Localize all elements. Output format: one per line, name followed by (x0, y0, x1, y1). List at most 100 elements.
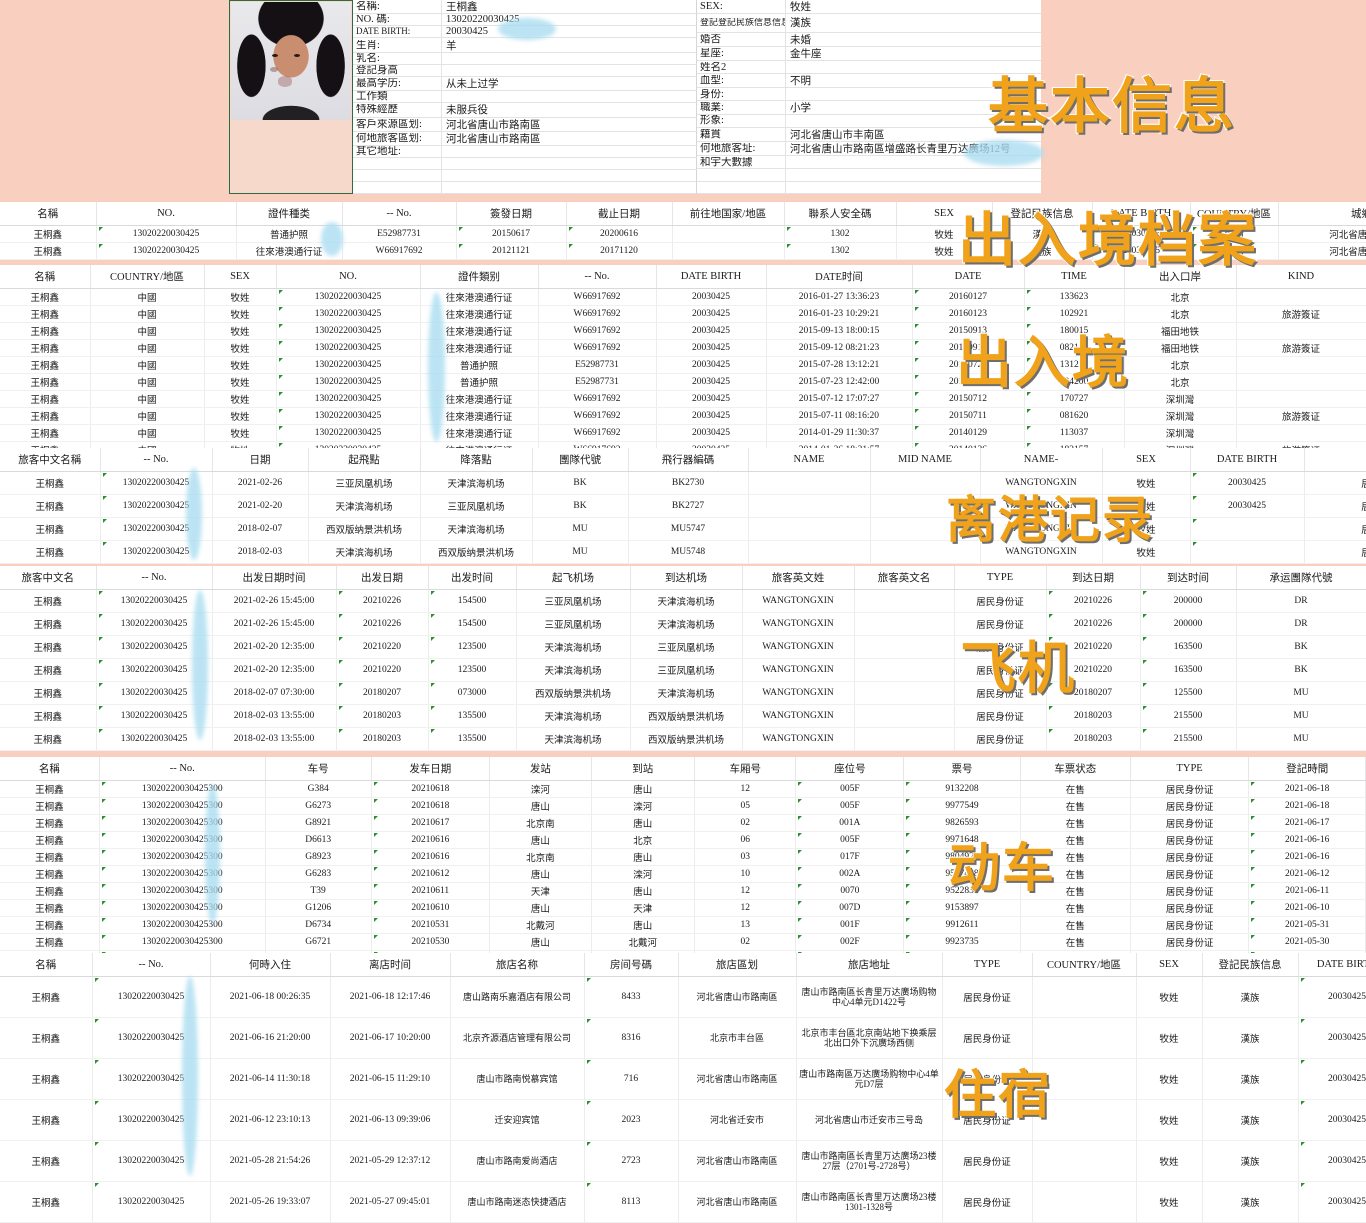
table-row[interactable]: 王桐鑫 13020220030425300 D6613 20210616 唐山 北京 06 0… (0, 831, 1366, 849)
column-header[interactable]: NAME (748, 448, 871, 472)
table-row[interactable]: 王桐鑫 13020220030425300 G1206 20210610 唐山 天津 12 0… (0, 899, 1366, 917)
column-header[interactable]: TYPE (1130, 757, 1250, 781)
column-header[interactable]: 名稱 (0, 953, 93, 977)
table-row[interactable]: 王桐鑫 13020220030425 2018-02-07 07:30:00 2018… (0, 681, 1366, 705)
column-header[interactable]: DATE BIRTH (656, 265, 767, 289)
column-header[interactable]: SEX (204, 265, 277, 289)
column-header[interactable]: 名稱 (0, 202, 97, 226)
column-header[interactable]: 离店时间 (330, 953, 451, 977)
column-header[interactable]: 旅客中文名 (0, 566, 97, 590)
column-header[interactable]: 證件類别 (420, 265, 539, 289)
table-row[interactable]: 王桐鑫 中國 牧姓 13020220030425 普通护照 E52987731 200304… (0, 373, 1366, 391)
column-header[interactable]: -- No. (99, 757, 266, 781)
table-row[interactable]: 王桐鑫 13020220030425 2021-05-26 19:33:07 2021… (0, 1181, 1366, 1223)
column-header[interactable]: MID NAME (870, 448, 981, 472)
column-header[interactable]: DATE BIRTH (1092, 202, 1191, 226)
table-row[interactable]: 王桐鑫 13020220030425300 G6283 20210612 唐山 滦河 10 0… (0, 865, 1366, 883)
column-header[interactable]: 截止日期 (566, 202, 673, 226)
column-header[interactable]: 车厢号 (694, 757, 797, 781)
column-header[interactable]: DATE时间 (766, 265, 913, 289)
table-row[interactable]: 王桐鑫 13020220030425300 G8923 20210616 北京南 唐山 03… (0, 848, 1366, 866)
table-row[interactable]: 王桐鑫 13020220030425300 G6273 20210618 唐山 滦河 05 0… (0, 797, 1366, 815)
column-header[interactable]: 出发时间 (428, 566, 517, 590)
column-header[interactable]: SEX (1136, 953, 1203, 977)
column-header[interactable]: -- No. (342, 202, 457, 226)
column-header[interactable]: 名稱 (0, 265, 91, 289)
column-header[interactable]: 车票状态 (1020, 757, 1131, 781)
table-row[interactable]: 王桐鑫 13020220030425 普通护照 E52987731 20150617 20… (0, 225, 1366, 243)
column-header[interactable]: COUNTRY/地區 (1032, 953, 1137, 977)
column-header[interactable]: NAME- (980, 448, 1103, 472)
table-row[interactable]: 王桐鑫 13020220030425 2021-06-14 11:30:18 2021… (0, 1058, 1366, 1100)
column-header[interactable]: 承运團隊代號 (1236, 566, 1366, 590)
column-header[interactable]: TYPE (954, 566, 1047, 590)
column-header[interactable]: 起飞机场 (516, 566, 631, 590)
column-header[interactable]: 證件種类 (236, 202, 343, 226)
column-header[interactable]: 登記時間 (1248, 757, 1366, 781)
column-header[interactable]: 前往地国家/地區 (672, 202, 785, 226)
column-header[interactable]: 城鄉區域 (1278, 202, 1366, 226)
column-header[interactable]: 降落點 (420, 448, 533, 472)
column-header[interactable]: 旅店區划 (678, 953, 797, 977)
table-row[interactable]: 王桐鑫 13020220030425300 D6734 20210531 北戴河 唐山 13… (0, 916, 1366, 934)
column-header[interactable]: -- No. (538, 265, 657, 289)
column-header[interactable]: 发站 (489, 757, 592, 781)
table-row[interactable]: 王桐鑫 13020220030425 2018-02-03 13:55:00 2018… (0, 727, 1366, 751)
column-header[interactable]: COUNTRY/地區 (90, 265, 205, 289)
column-header[interactable]: DATE (912, 265, 1025, 289)
table-row[interactable]: 王桐鑫 13020220030425 2018-02-03 13:55:00 2018… (0, 704, 1366, 728)
table-row[interactable]: 王桐鑫 13020220030425300 T39 20210611 天津 唐山 12 007… (0, 882, 1366, 900)
table-row[interactable]: 王桐鑫 13020220030425 2021-02-26 15:45:00 2021… (0, 589, 1366, 613)
column-header[interactable]: 出发日期时间 (212, 566, 337, 590)
column-header[interactable]: 出入口岸 (1124, 265, 1237, 289)
column-header[interactable]: 出发日期 (336, 566, 429, 590)
column-header[interactable]: DATE BIRTH (1190, 448, 1305, 472)
column-header[interactable]: 发车日期 (371, 757, 491, 781)
table-row[interactable]: 王桐鑫 中國 牧姓 13020220030425 普通护照 E52987731 200304… (0, 356, 1366, 374)
table-row[interactable]: 王桐鑫 13020220030425 2021-06-16 21:20:00 2021… (0, 1017, 1366, 1059)
column-header[interactable]: 飛行器編碼 (628, 448, 749, 472)
column-header[interactable]: 到达日期 (1046, 566, 1141, 590)
column-header[interactable]: 登記民族信息 (1202, 953, 1299, 977)
column-header[interactable]: NO. (96, 202, 237, 226)
column-header[interactable]: SEX (1102, 448, 1191, 472)
column-header[interactable]: 票号 (903, 757, 1021, 781)
column-header[interactable]: -- No. (96, 566, 213, 590)
column-header[interactable]: SEX (896, 202, 993, 226)
column-header[interactable]: 何時入住 (210, 953, 331, 977)
column-header[interactable]: 到站 (591, 757, 696, 781)
column-header[interactable]: COUNTRY/地區 (1190, 202, 1279, 226)
column-header[interactable]: 到达时间 (1140, 566, 1237, 590)
column-header[interactable]: 旅店地址 (796, 953, 943, 977)
column-header[interactable]: -- No. (92, 953, 211, 977)
column-header[interactable]: DATE BIRTH (1298, 953, 1366, 977)
table-row[interactable]: 王桐鑫 13020220030425 2021-02-20 天津滨海机场 三亚凤凰机场 B… (0, 494, 1366, 518)
table-row[interactable]: 王桐鑫 13020220030425 往來港澳通行证 W66917692 2012112… (0, 242, 1366, 260)
column-header[interactable]: 名稱 (0, 757, 100, 781)
table-row[interactable]: 王桐鑫 13020220030425300 G6721 20210530 唐山 北戴河 02… (0, 933, 1366, 951)
column-header[interactable]: 簽發日期 (456, 202, 567, 226)
table-row[interactable]: 王桐鑫 13020220030425 2021-06-12 23:10:13 2021… (0, 1099, 1366, 1141)
column-header[interactable]: TYPE (942, 953, 1033, 977)
column-header[interactable]: 旅客中文名稱 (0, 448, 101, 472)
column-header[interactable]: 车号 (265, 757, 372, 781)
column-header[interactable]: 座位号 (795, 757, 905, 781)
table-row[interactable]: 王桐鑫 13020220030425 2021-02-26 15:45:00 2021… (0, 612, 1366, 636)
column-header[interactable]: 聯系人安全碼 (784, 202, 897, 226)
column-header[interactable]: 旅店名称 (450, 953, 585, 977)
column-header[interactable]: 旅客英文名 (854, 566, 955, 590)
column-header[interactable]: KIND (1236, 265, 1366, 289)
column-header[interactable]: 日期 (212, 448, 309, 472)
table-row[interactable]: 王桐鑫 13020220030425 2018-02-07 西双版纳景洪机场 天津滨海机… (0, 517, 1366, 541)
column-header[interactable]: 起飛點 (308, 448, 421, 472)
column-header[interactable]: TYPE (1304, 448, 1366, 472)
table-row[interactable]: 王桐鑫 13020220030425 2021-02-26 三亚凤凰机场 天津滨海机场 B… (0, 471, 1366, 495)
table-row[interactable]: 王桐鑫 13020220030425 2021-05-28 21:54:26 2021… (0, 1140, 1366, 1182)
